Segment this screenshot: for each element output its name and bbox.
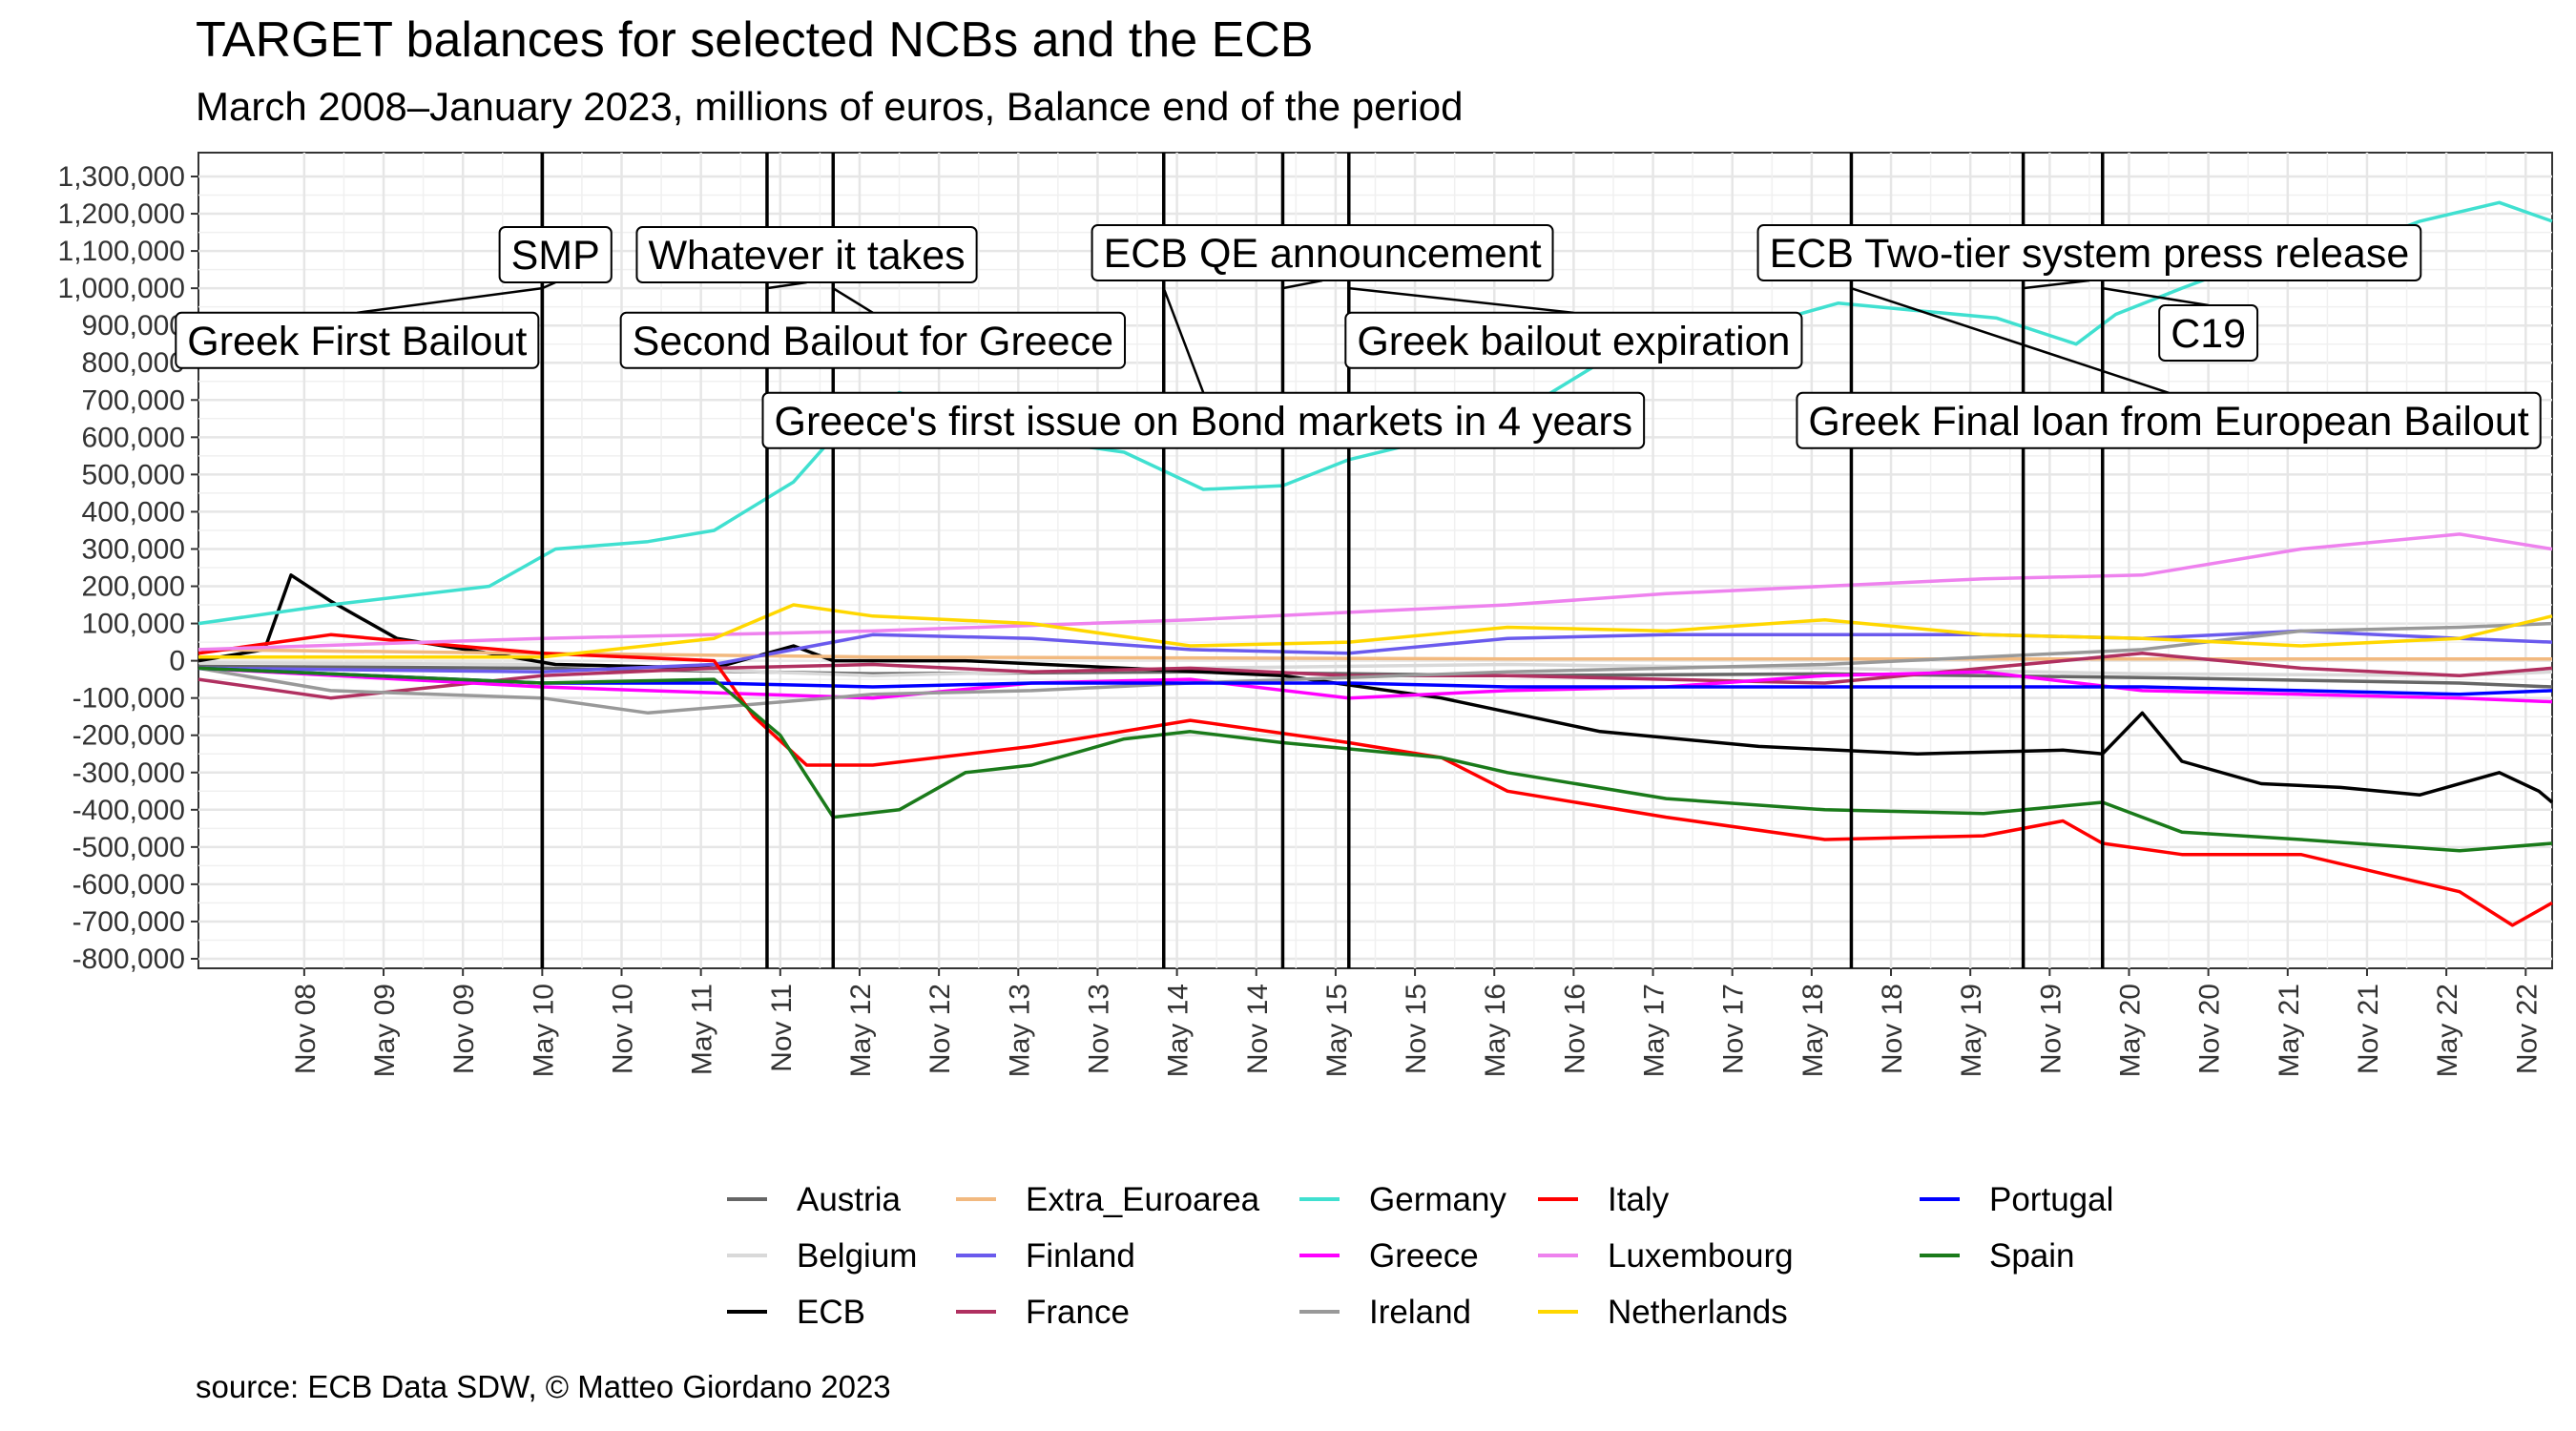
y-tick-label: 100,000 <box>82 609 185 640</box>
x-tick-label: Nov 20 <box>2194 984 2226 1074</box>
x-tick-label: Nov 19 <box>2035 984 2067 1074</box>
series-line-extra-euroarea <box>197 648 2552 661</box>
event-connector <box>1851 286 2170 394</box>
y-tick-label: 0 <box>169 646 185 677</box>
series-layer <box>197 200 2554 927</box>
x-tick-label: May 17 <box>1639 984 1671 1077</box>
event-connector <box>2102 286 2209 307</box>
x-tick-label: May 19 <box>1956 984 1987 1077</box>
x-tick-label: May 18 <box>1797 984 1829 1077</box>
y-tick-label: 800,000 <box>82 347 185 379</box>
event-label: ECB Two-tier system press release <box>1770 231 2410 277</box>
x-tick-label: May 16 <box>1480 984 1511 1077</box>
chart-title: TARGET balances for selected NCBs and th… <box>196 12 1314 68</box>
x-tick-label: Nov 14 <box>1242 984 1274 1074</box>
x-tick-label: May 14 <box>1163 984 1195 1077</box>
x-tick-label: Nov 18 <box>1877 984 1908 1074</box>
y-tick-label: 300,000 <box>82 533 185 565</box>
event-connector <box>766 280 807 290</box>
y-axis: 1,300,000 1,200,000 1,100,000 1,000,000 900,… <box>58 161 198 975</box>
series-line-italy <box>197 633 2553 927</box>
event-connector <box>2023 279 2090 290</box>
y-tick-label: -600,000 <box>73 869 185 901</box>
x-tick-label: May 21 <box>2274 984 2305 1077</box>
y-tick-label: 900,000 <box>82 310 185 342</box>
x-tick-label: Nov 08 <box>290 984 322 1074</box>
y-tick-label: -700,000 <box>73 906 185 938</box>
chart-caption: source: ECB Data SDW, © Matteo Giordano … <box>196 1369 891 1404</box>
event-label-box <box>1756 224 2422 282</box>
event-connector <box>832 287 874 314</box>
x-tick-label: Nov 11 <box>766 984 798 1072</box>
event-label: SMP <box>511 233 600 279</box>
y-tick-label: -800,000 <box>73 944 185 975</box>
y-tick-label: -300,000 <box>73 757 185 789</box>
x-tick-label: Nov 12 <box>924 984 956 1074</box>
y-tick-label: -100,000 <box>73 683 185 715</box>
x-tick-label: May 11 <box>687 984 718 1075</box>
x-tick-label: Nov 10 <box>608 984 639 1074</box>
series-line-greece <box>197 666 2553 704</box>
y-tick-label: 600,000 <box>82 422 185 453</box>
y-tick-label: 700,000 <box>82 384 185 416</box>
event-connector <box>1348 286 1574 315</box>
x-tick-label: May 10 <box>528 984 559 1077</box>
x-axis: Nov 08 May 09 Nov 09 May 10 Nov 10 May 11 Nov … <box>290 968 2543 1077</box>
event-label-box <box>498 226 613 283</box>
event-connector <box>1282 279 1323 290</box>
x-tick-label: Nov 13 <box>1083 984 1114 1074</box>
y-tick-label: -200,000 <box>73 720 185 752</box>
event-label-box <box>2158 304 2259 362</box>
chart-subtitle: March 2008–January 2023, millions of eur… <box>196 84 1464 129</box>
event-label: Second Bailout for Greece <box>633 319 1113 364</box>
y-tick-label: 1,100,000 <box>58 236 185 267</box>
y-tick-label: -400,000 <box>73 795 185 826</box>
y-tick-label: 1,000,000 <box>58 273 185 304</box>
x-tick-label: Nov 17 <box>1718 984 1750 1074</box>
event-label: Greek bailout expiration <box>1357 319 1790 364</box>
y-tick-label: 200,000 <box>82 571 185 603</box>
event-label: C19 <box>2171 311 2246 357</box>
event-label-box <box>619 311 1127 369</box>
y-tick-label: 1,200,000 <box>58 198 185 230</box>
x-tick-label: Nov 09 <box>448 984 480 1074</box>
x-tick-label: Nov 21 <box>2353 984 2384 1074</box>
x-tick-label: May 09 <box>369 984 401 1077</box>
event-label: Greek First Bailout <box>187 319 527 364</box>
series-line-netherlands <box>198 603 2553 659</box>
x-tick-label: Nov 16 <box>1559 984 1590 1074</box>
event-label: ECB QE announcement <box>1104 231 1542 277</box>
x-tick-label: May 20 <box>2114 984 2146 1077</box>
event-label-box <box>1796 391 2542 449</box>
events-layer: Greek First Bailout SMP Whatever it takes S… <box>175 153 2542 968</box>
event-label-box <box>1344 311 1803 369</box>
y-tick-label: 1,300,000 <box>58 161 185 193</box>
event-label-box <box>175 311 540 369</box>
x-tick-label: May 15 <box>1321 984 1353 1077</box>
x-tick-label: May 13 <box>1004 984 1035 1077</box>
event-connector <box>357 286 543 315</box>
x-tick-label: May 12 <box>845 984 877 1077</box>
event-connector <box>541 280 556 290</box>
event-label: Whatever it takes <box>648 233 965 279</box>
y-tick-label: 500,000 <box>82 459 185 490</box>
event-label: Greece's first issue on Bond markets in … <box>775 399 1633 445</box>
series-line-spain <box>197 666 2553 853</box>
event-label: Greek Final loan from European Bailout <box>1808 399 2528 445</box>
x-tick-label: Nov 15 <box>1401 984 1432 1074</box>
x-tick-label: May 22 <box>2432 984 2463 1077</box>
x-tick-label: Nov 22 <box>2511 984 2543 1074</box>
y-tick-label: 400,000 <box>82 496 185 528</box>
series-line-luxembourg <box>197 532 2553 652</box>
event-label-box <box>761 391 1646 449</box>
event-label-box <box>1091 224 1554 282</box>
event-connector <box>1162 287 1205 394</box>
y-tick-label: -500,000 <box>73 832 185 863</box>
event-label-box <box>635 226 978 283</box>
